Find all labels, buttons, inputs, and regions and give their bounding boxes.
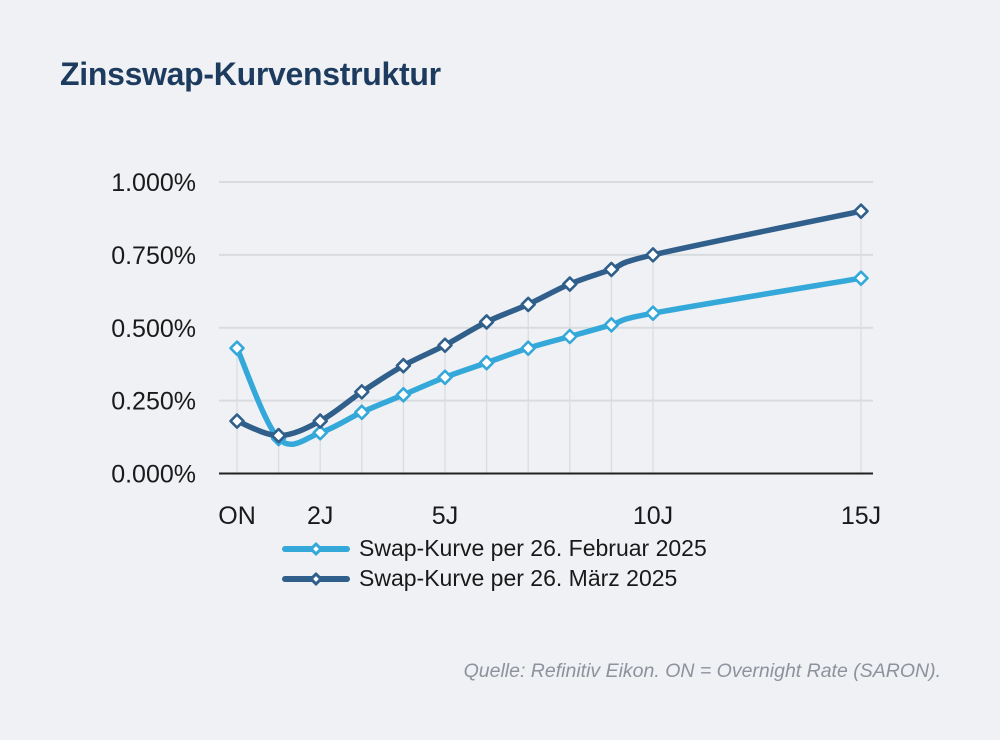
x-tick-label: 15J [841, 502, 881, 530]
chart-title: Zinsswap-Kurvenstruktur [60, 56, 441, 92]
x-tick-label: 10J [633, 502, 673, 530]
legend-label-maerz: Swap-Kurve per 26. März 2025 [359, 565, 678, 591]
diamond-marker-icon [308, 541, 324, 556]
data-point-marker-1 [270, 427, 287, 444]
x-tick-label: ON [218, 502, 256, 530]
data-point-marker-1 [645, 247, 661, 263]
data-point-marker-1 [603, 261, 620, 278]
source-note: Quelle: Refinitiv Eikon. ON = Overnight … [463, 660, 941, 682]
data-point-marker-0 [229, 340, 245, 356]
data-point-marker-0 [395, 386, 412, 403]
data-point-marker-0 [312, 424, 328, 441]
data-point-marker-1 [354, 384, 370, 400]
legend-label-februar: Swap-Kurve per 26. Februar 2025 [359, 535, 707, 561]
legend-line-swatch-februar [282, 541, 350, 556]
legend-item-maerz: Swap-Kurve per 26. März 2025 [282, 564, 707, 593]
data-point-marker-1 [437, 337, 453, 354]
data-point-marker-0 [437, 369, 453, 386]
y-tick-label: 0.000% [111, 461, 196, 489]
legend-line-swatch-maerz [282, 571, 350, 586]
data-point-marker-0 [478, 354, 495, 371]
x-tick-label: 5J [432, 502, 458, 530]
data-point-marker-1 [395, 357, 412, 374]
data-point-marker-1 [312, 413, 328, 429]
y-tick-label: 0.500% [111, 315, 196, 343]
x-tick-label: 2J [307, 502, 333, 530]
legend: Swap-Kurve per 26. Februar 2025 Swap-Kur… [282, 534, 707, 593]
data-point-marker-0 [562, 328, 578, 345]
data-point-marker-1 [229, 413, 245, 429]
y-tick-label: 0.750% [111, 242, 196, 270]
y-tick-label: 0.250% [111, 388, 196, 416]
y-tick-label: 1.000% [111, 169, 196, 197]
legend-item-februar: Swap-Kurve per 26. Februar 2025 [282, 534, 707, 563]
diamond-marker-icon [308, 571, 324, 586]
data-point-marker-1 [520, 296, 536, 313]
data-point-marker-1 [853, 203, 869, 219]
data-point-marker-1 [562, 276, 578, 292]
data-point-marker-1 [478, 314, 495, 330]
data-point-marker-0 [603, 317, 620, 333]
data-point-marker-0 [354, 404, 370, 421]
data-point-marker-0 [853, 270, 869, 286]
series-line-0 [234, 275, 864, 447]
data-point-marker-0 [520, 340, 536, 356]
series-line-1 [234, 208, 864, 439]
data-point-marker-0 [645, 305, 661, 321]
